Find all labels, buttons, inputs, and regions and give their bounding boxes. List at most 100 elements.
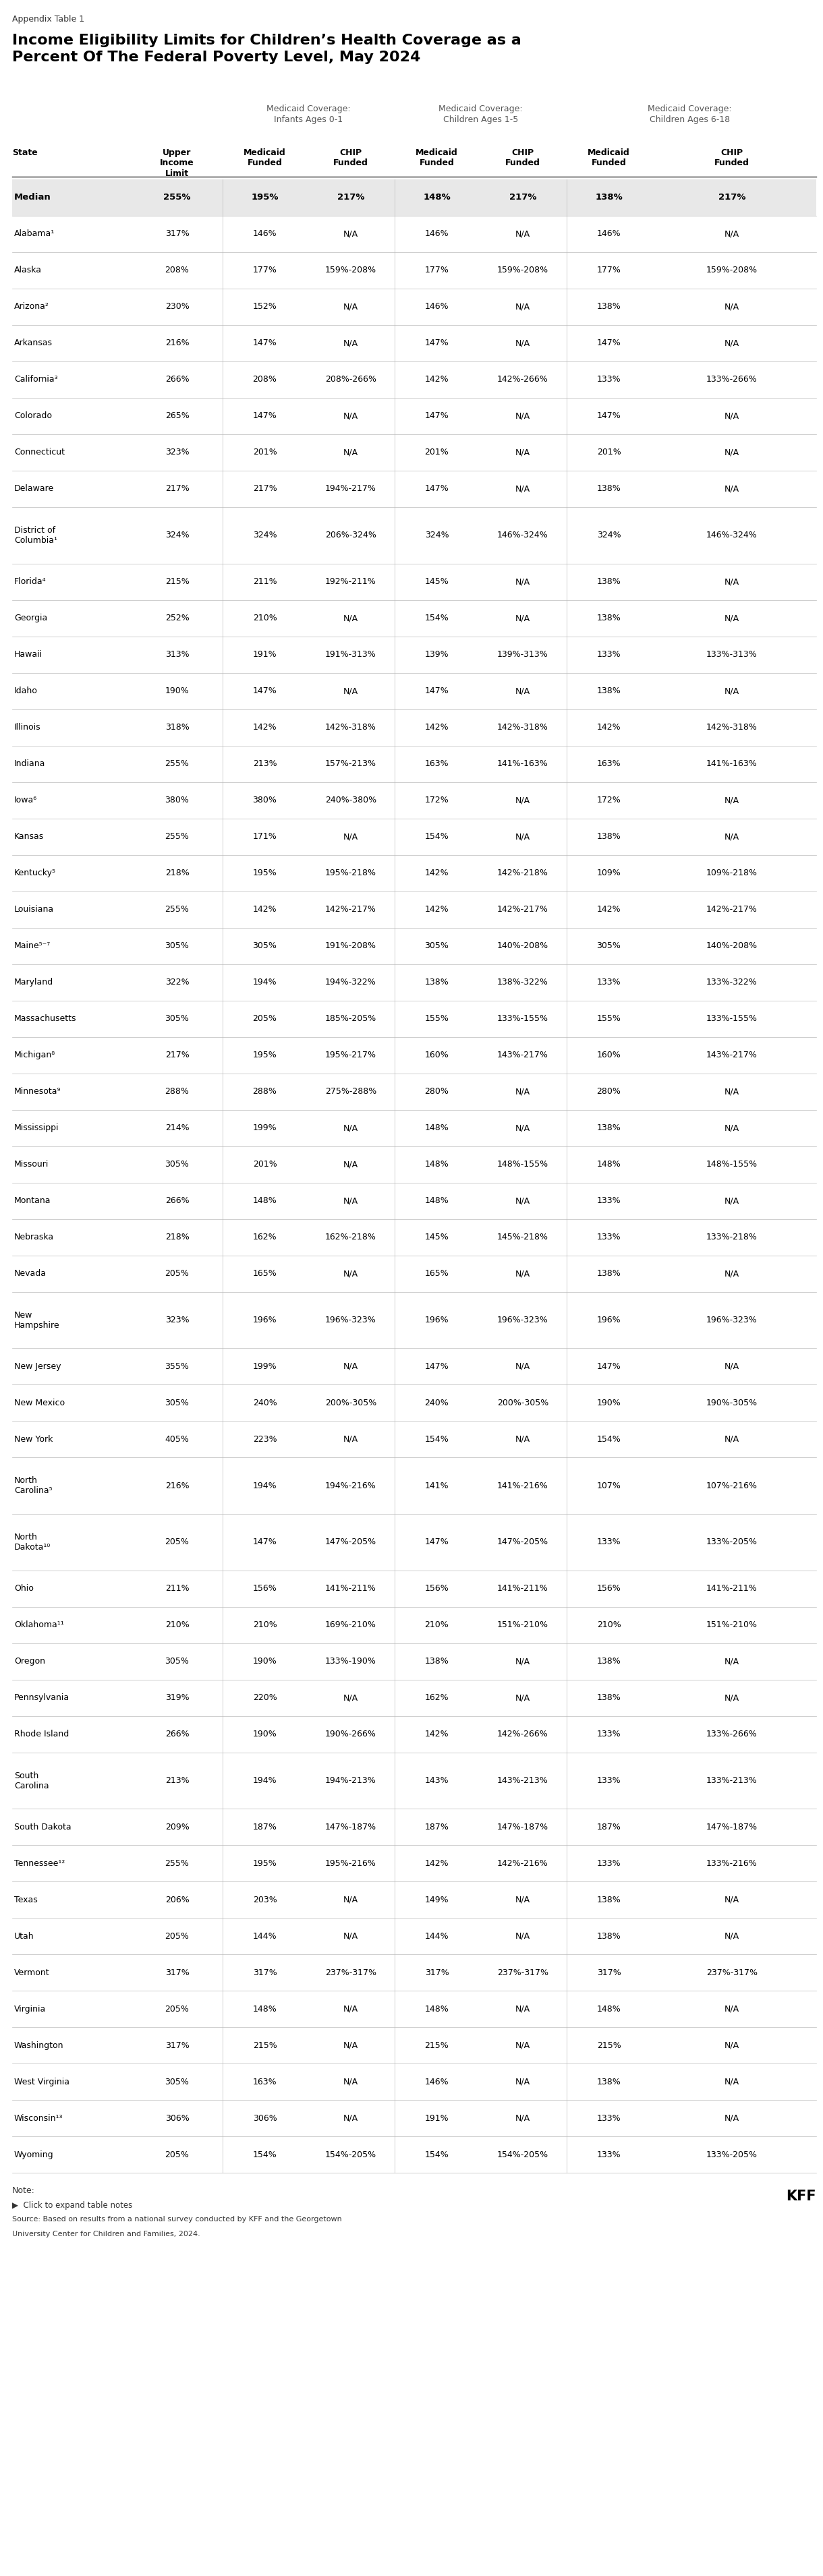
Text: 146%: 146% bbox=[597, 229, 621, 240]
Bar bbox=[12, 252, 816, 289]
Text: N/A: N/A bbox=[724, 1195, 739, 1206]
Text: 305%: 305% bbox=[597, 940, 621, 951]
Text: 107%-216%: 107%-216% bbox=[706, 1481, 757, 1489]
Text: 154%: 154% bbox=[253, 2151, 277, 2159]
Text: 141%-211%: 141%-211% bbox=[497, 1584, 548, 1592]
Text: Rhode Island: Rhode Island bbox=[14, 1731, 69, 1739]
Text: 156%: 156% bbox=[253, 1584, 277, 1592]
Bar bbox=[12, 1680, 816, 1716]
Text: 138%: 138% bbox=[597, 484, 621, 492]
Text: 217%: 217% bbox=[165, 1051, 189, 1059]
Text: N/A: N/A bbox=[343, 301, 358, 312]
Bar bbox=[12, 1347, 816, 1386]
Text: 218%: 218% bbox=[165, 868, 189, 878]
Text: N/A: N/A bbox=[343, 613, 358, 623]
Text: 146%-324%: 146%-324% bbox=[497, 531, 548, 541]
Text: 237%-317%: 237%-317% bbox=[706, 1968, 757, 1978]
Text: 252%: 252% bbox=[165, 613, 189, 623]
Bar bbox=[12, 1752, 816, 1808]
Text: N/A: N/A bbox=[343, 1932, 358, 1940]
Text: 141%-216%: 141%-216% bbox=[497, 1481, 548, 1489]
Text: 210%: 210% bbox=[425, 1620, 449, 1631]
Text: N/A: N/A bbox=[724, 412, 739, 420]
Text: 223%: 223% bbox=[253, 1435, 277, 1443]
Text: 157%-213%: 157%-213% bbox=[325, 760, 376, 768]
Text: 213%: 213% bbox=[253, 760, 277, 768]
Text: West Virginia: West Virginia bbox=[14, 2079, 69, 2087]
Text: 380%: 380% bbox=[253, 796, 277, 804]
Text: 138%: 138% bbox=[595, 193, 622, 201]
Bar bbox=[12, 1182, 816, 1218]
Text: New
Hampshire: New Hampshire bbox=[14, 1311, 60, 1329]
Text: 210%: 210% bbox=[165, 1620, 189, 1631]
Text: 138%: 138% bbox=[597, 613, 621, 623]
Text: Indiana: Indiana bbox=[14, 760, 45, 768]
Text: 142%: 142% bbox=[253, 724, 277, 732]
Text: 208%: 208% bbox=[253, 376, 277, 384]
Text: 141%-211%: 141%-211% bbox=[325, 1584, 376, 1592]
Text: Arkansas: Arkansas bbox=[14, 340, 53, 348]
Text: 156%: 156% bbox=[597, 1584, 621, 1592]
Bar bbox=[12, 1880, 816, 1919]
Text: 240%-380%: 240%-380% bbox=[325, 796, 376, 804]
Text: 133%-266%: 133%-266% bbox=[706, 376, 757, 384]
Text: 143%-217%: 143%-217% bbox=[497, 1051, 548, 1059]
Text: 133%: 133% bbox=[597, 1860, 621, 1868]
Text: 133%: 133% bbox=[597, 649, 621, 659]
Text: 139%: 139% bbox=[425, 649, 449, 659]
Text: 155%: 155% bbox=[425, 1015, 449, 1023]
Text: 147%: 147% bbox=[425, 1538, 449, 1546]
Text: Medicaid
Funded: Medicaid Funded bbox=[416, 149, 458, 167]
Bar bbox=[12, 1386, 816, 1422]
Text: 210%: 210% bbox=[253, 613, 277, 623]
Text: 255%: 255% bbox=[165, 1860, 189, 1868]
Text: 142%: 142% bbox=[425, 1860, 449, 1868]
Text: 147%: 147% bbox=[253, 412, 277, 420]
Text: 217%: 217% bbox=[718, 193, 746, 201]
Text: 305%: 305% bbox=[165, 1015, 189, 1023]
Text: 138%: 138% bbox=[597, 688, 621, 696]
Bar bbox=[12, 471, 816, 507]
Text: 195%: 195% bbox=[253, 1860, 277, 1868]
Text: 194%-217%: 194%-217% bbox=[325, 484, 376, 492]
Bar bbox=[12, 672, 816, 708]
Text: N/A: N/A bbox=[515, 2115, 530, 2123]
Text: Kansas: Kansas bbox=[14, 832, 44, 840]
Text: 133%-155%: 133%-155% bbox=[706, 1015, 757, 1023]
Text: 148%: 148% bbox=[425, 1195, 449, 1206]
Text: 211%: 211% bbox=[253, 577, 277, 587]
Text: South Dakota: South Dakota bbox=[14, 1824, 72, 1832]
Text: 141%: 141% bbox=[425, 1481, 449, 1489]
Bar bbox=[12, 999, 816, 1038]
Text: 194%-213%: 194%-213% bbox=[325, 1777, 376, 1785]
Text: 148%: 148% bbox=[253, 2004, 277, 2014]
Bar bbox=[12, 2136, 816, 2174]
Text: 319%: 319% bbox=[165, 1692, 189, 1703]
Text: 142%: 142% bbox=[253, 904, 277, 914]
Text: 171%: 171% bbox=[253, 832, 277, 840]
Text: 230%: 230% bbox=[165, 301, 189, 312]
Text: 195%: 195% bbox=[253, 1051, 277, 1059]
Text: 109%: 109% bbox=[597, 868, 621, 878]
Text: 190%-305%: 190%-305% bbox=[706, 1399, 758, 1406]
Text: 148%: 148% bbox=[425, 1159, 449, 1170]
Text: 313%: 313% bbox=[165, 649, 189, 659]
Text: 201%: 201% bbox=[253, 448, 277, 456]
Text: 305%: 305% bbox=[165, 1399, 189, 1406]
Text: Massachusetts: Massachusetts bbox=[14, 1015, 77, 1023]
Text: 142%: 142% bbox=[597, 904, 621, 914]
Text: 215%: 215% bbox=[253, 2040, 277, 2050]
Text: 146%: 146% bbox=[425, 2079, 449, 2087]
Text: N/A: N/A bbox=[515, 1123, 530, 1133]
Text: 318%: 318% bbox=[165, 724, 189, 732]
Text: 144%: 144% bbox=[253, 1932, 277, 1940]
Text: N/A: N/A bbox=[724, 1435, 739, 1443]
Text: N/A: N/A bbox=[343, 1195, 358, 1206]
Text: Appendix Table 1: Appendix Table 1 bbox=[12, 15, 85, 23]
Text: 163%: 163% bbox=[597, 760, 621, 768]
Text: 324%: 324% bbox=[165, 531, 189, 541]
Text: 196%: 196% bbox=[425, 1316, 449, 1324]
Text: N/A: N/A bbox=[724, 301, 739, 312]
Text: 288%: 288% bbox=[253, 1087, 277, 1095]
Text: N/A: N/A bbox=[515, 1932, 530, 1940]
